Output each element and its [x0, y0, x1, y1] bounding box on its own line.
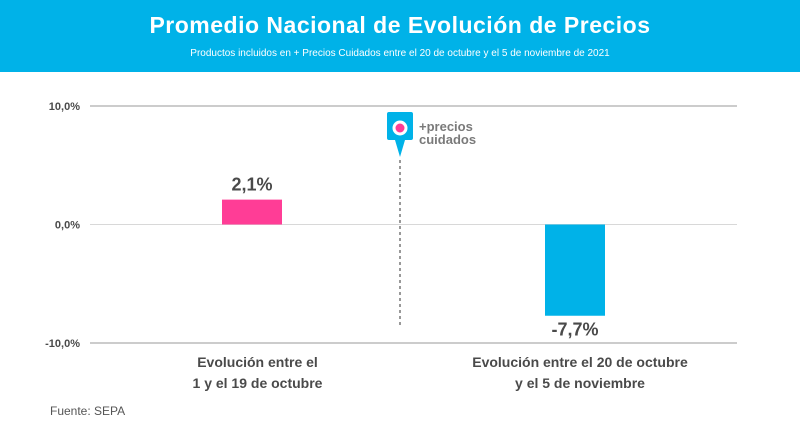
logo-line-2: cuidados	[419, 132, 477, 147]
header-banner: Promedio Nacional de Evolución de Precio…	[0, 0, 800, 72]
data-label: 2,1%	[231, 175, 272, 195]
precios-cuidados-logo-text: +precios cuidados	[419, 120, 476, 146]
chart-title: Promedio Nacional de Evolución de Precio…	[149, 12, 651, 38]
data-label: -7,7%	[551, 320, 598, 340]
y-tick-label: -10,0%	[45, 338, 80, 350]
chart-subtitle: Productos incluidos en + Precios Cuidado…	[190, 48, 610, 59]
logo-line-1: +precios	[419, 119, 473, 134]
y-tick-label: 0,0%	[55, 220, 80, 232]
y-tick-label: 10,0%	[49, 101, 80, 113]
bar	[222, 199, 282, 225]
category-label-1: Evolución entre el 1 y el 19 de octubre	[192, 354, 323, 391]
category-label-2: Evolución entre el 20 de octubre y el 5 …	[472, 354, 688, 391]
bar	[545, 224, 605, 316]
pin-dot-icon	[395, 123, 405, 133]
source-note: Fuente: SEPA	[50, 404, 126, 418]
